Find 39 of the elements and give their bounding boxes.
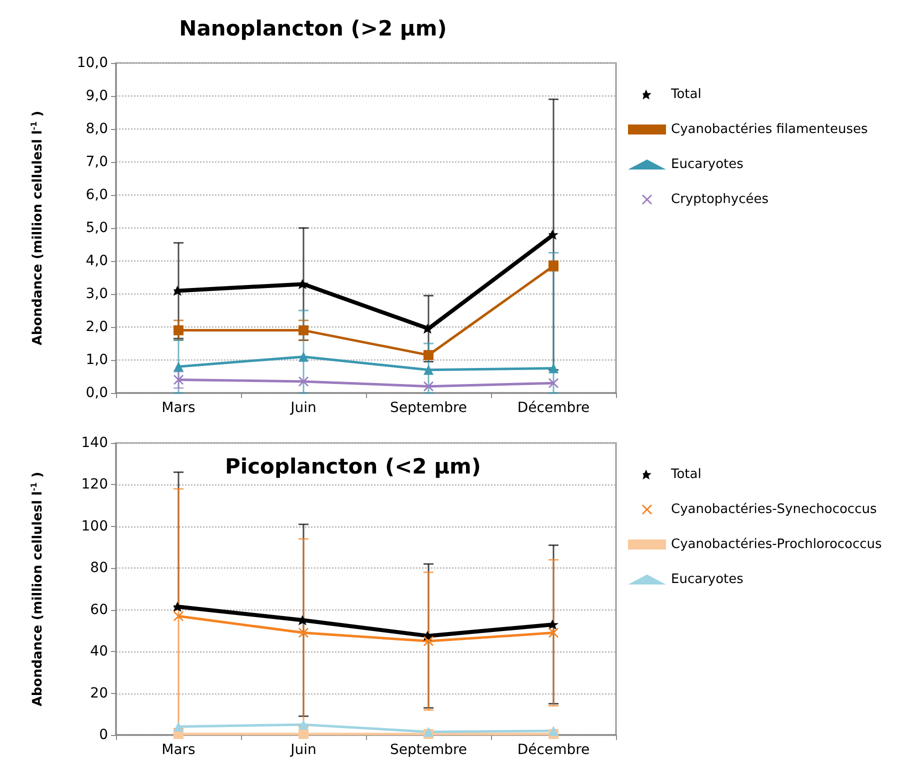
- y-tick-label: 20: [90, 685, 108, 702]
- y-tick-label: 0,0: [86, 385, 108, 401]
- y-tick-label: 140: [81, 435, 108, 451]
- y-axis-title: Abondance (million cellulesl l-1 ): [30, 110, 46, 346]
- x-tick-label: Septembre: [390, 400, 468, 416]
- y-tick-label: 3,0: [86, 286, 108, 302]
- y-tick-label: 2,0: [86, 319, 108, 335]
- x-tick-label: Mars: [162, 742, 196, 758]
- x-tick-label: Juin: [290, 742, 316, 758]
- y-tick-label: 0: [99, 727, 108, 743]
- y-tick-label: 9,0: [86, 88, 108, 104]
- legend-label: Total: [670, 467, 702, 482]
- x-tick-label: Juin: [290, 400, 316, 416]
- y-tick-label: 4,0: [86, 253, 108, 269]
- legend-label: Cyanobactéries-Prochlorococcus: [671, 537, 882, 552]
- legend-label: Cryptophycées: [671, 192, 769, 207]
- text: Picoplancton (<2 µm): [224, 454, 482, 478]
- y-tick-label: 10,0: [76, 55, 108, 71]
- legend-label: Cyanobactéries-Synechococcus: [671, 502, 877, 517]
- y-tick-label: 5,0: [86, 220, 108, 236]
- y-tick-label: 6,0: [86, 187, 108, 203]
- x-tick-label: Décembre: [517, 400, 590, 416]
- y-tick-label: 80: [90, 560, 108, 576]
- x-tick-label: Septembre: [390, 742, 468, 758]
- y-tick-label: 60: [90, 602, 108, 618]
- legend-label: Cyanobactéries filamenteuses: [671, 122, 868, 137]
- legend-label: Eucaryotes: [671, 572, 744, 587]
- legend-label: Eucaryotes: [671, 157, 744, 172]
- y-tick-label: 8,0: [86, 121, 108, 137]
- x-tick-label: Mars: [162, 400, 196, 416]
- legend-label: Total: [670, 87, 702, 102]
- y-tick-label: 7,0: [86, 154, 108, 170]
- y-tick-label: 1,0: [86, 352, 108, 368]
- y-tick-label: 120: [81, 476, 108, 493]
- x-tick-label: Décembre: [517, 742, 590, 758]
- chart-title: Nanoplancton (>2 µm): [179, 16, 447, 40]
- y-tick-label: 100: [81, 518, 108, 534]
- y-axis-title: Abondance (million cellulesl l-1 ): [30, 472, 46, 706]
- y-tick-label: 40: [90, 644, 108, 660]
